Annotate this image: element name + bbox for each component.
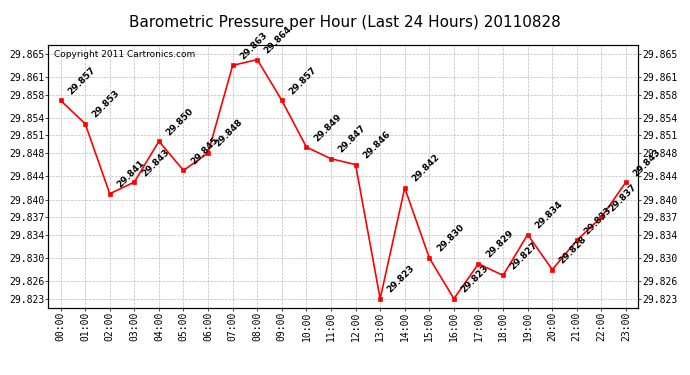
Text: 29.848: 29.848 [214, 118, 245, 149]
Text: 29.843: 29.843 [631, 147, 662, 178]
Text: 29.827: 29.827 [509, 240, 540, 271]
Text: 29.853: 29.853 [90, 88, 121, 120]
Text: 29.843: 29.843 [140, 147, 171, 178]
Text: 29.850: 29.850 [164, 106, 195, 137]
Text: 29.845: 29.845 [189, 135, 220, 166]
Text: 29.823: 29.823 [386, 264, 417, 295]
Text: 29.833: 29.833 [582, 206, 613, 236]
Text: 29.863: 29.863 [238, 30, 269, 61]
Text: 29.829: 29.829 [484, 228, 515, 260]
Text: 29.823: 29.823 [460, 264, 491, 295]
Text: 29.847: 29.847 [337, 123, 368, 154]
Text: 29.864: 29.864 [263, 24, 294, 56]
Text: 29.857: 29.857 [287, 65, 318, 96]
Text: Copyright 2011 Cartronics.com: Copyright 2011 Cartronics.com [55, 50, 195, 59]
Text: 29.828: 29.828 [558, 234, 589, 266]
Text: 29.857: 29.857 [66, 65, 97, 96]
Text: 29.849: 29.849 [312, 112, 343, 143]
Text: Barometric Pressure per Hour (Last 24 Hours) 20110828: Barometric Pressure per Hour (Last 24 Ho… [129, 15, 561, 30]
Text: 29.842: 29.842 [411, 153, 442, 184]
Text: 29.837: 29.837 [607, 182, 638, 213]
Text: 29.846: 29.846 [361, 129, 392, 160]
Text: 29.834: 29.834 [533, 200, 564, 230]
Text: 29.841: 29.841 [115, 159, 146, 190]
Text: 29.830: 29.830 [435, 223, 466, 254]
